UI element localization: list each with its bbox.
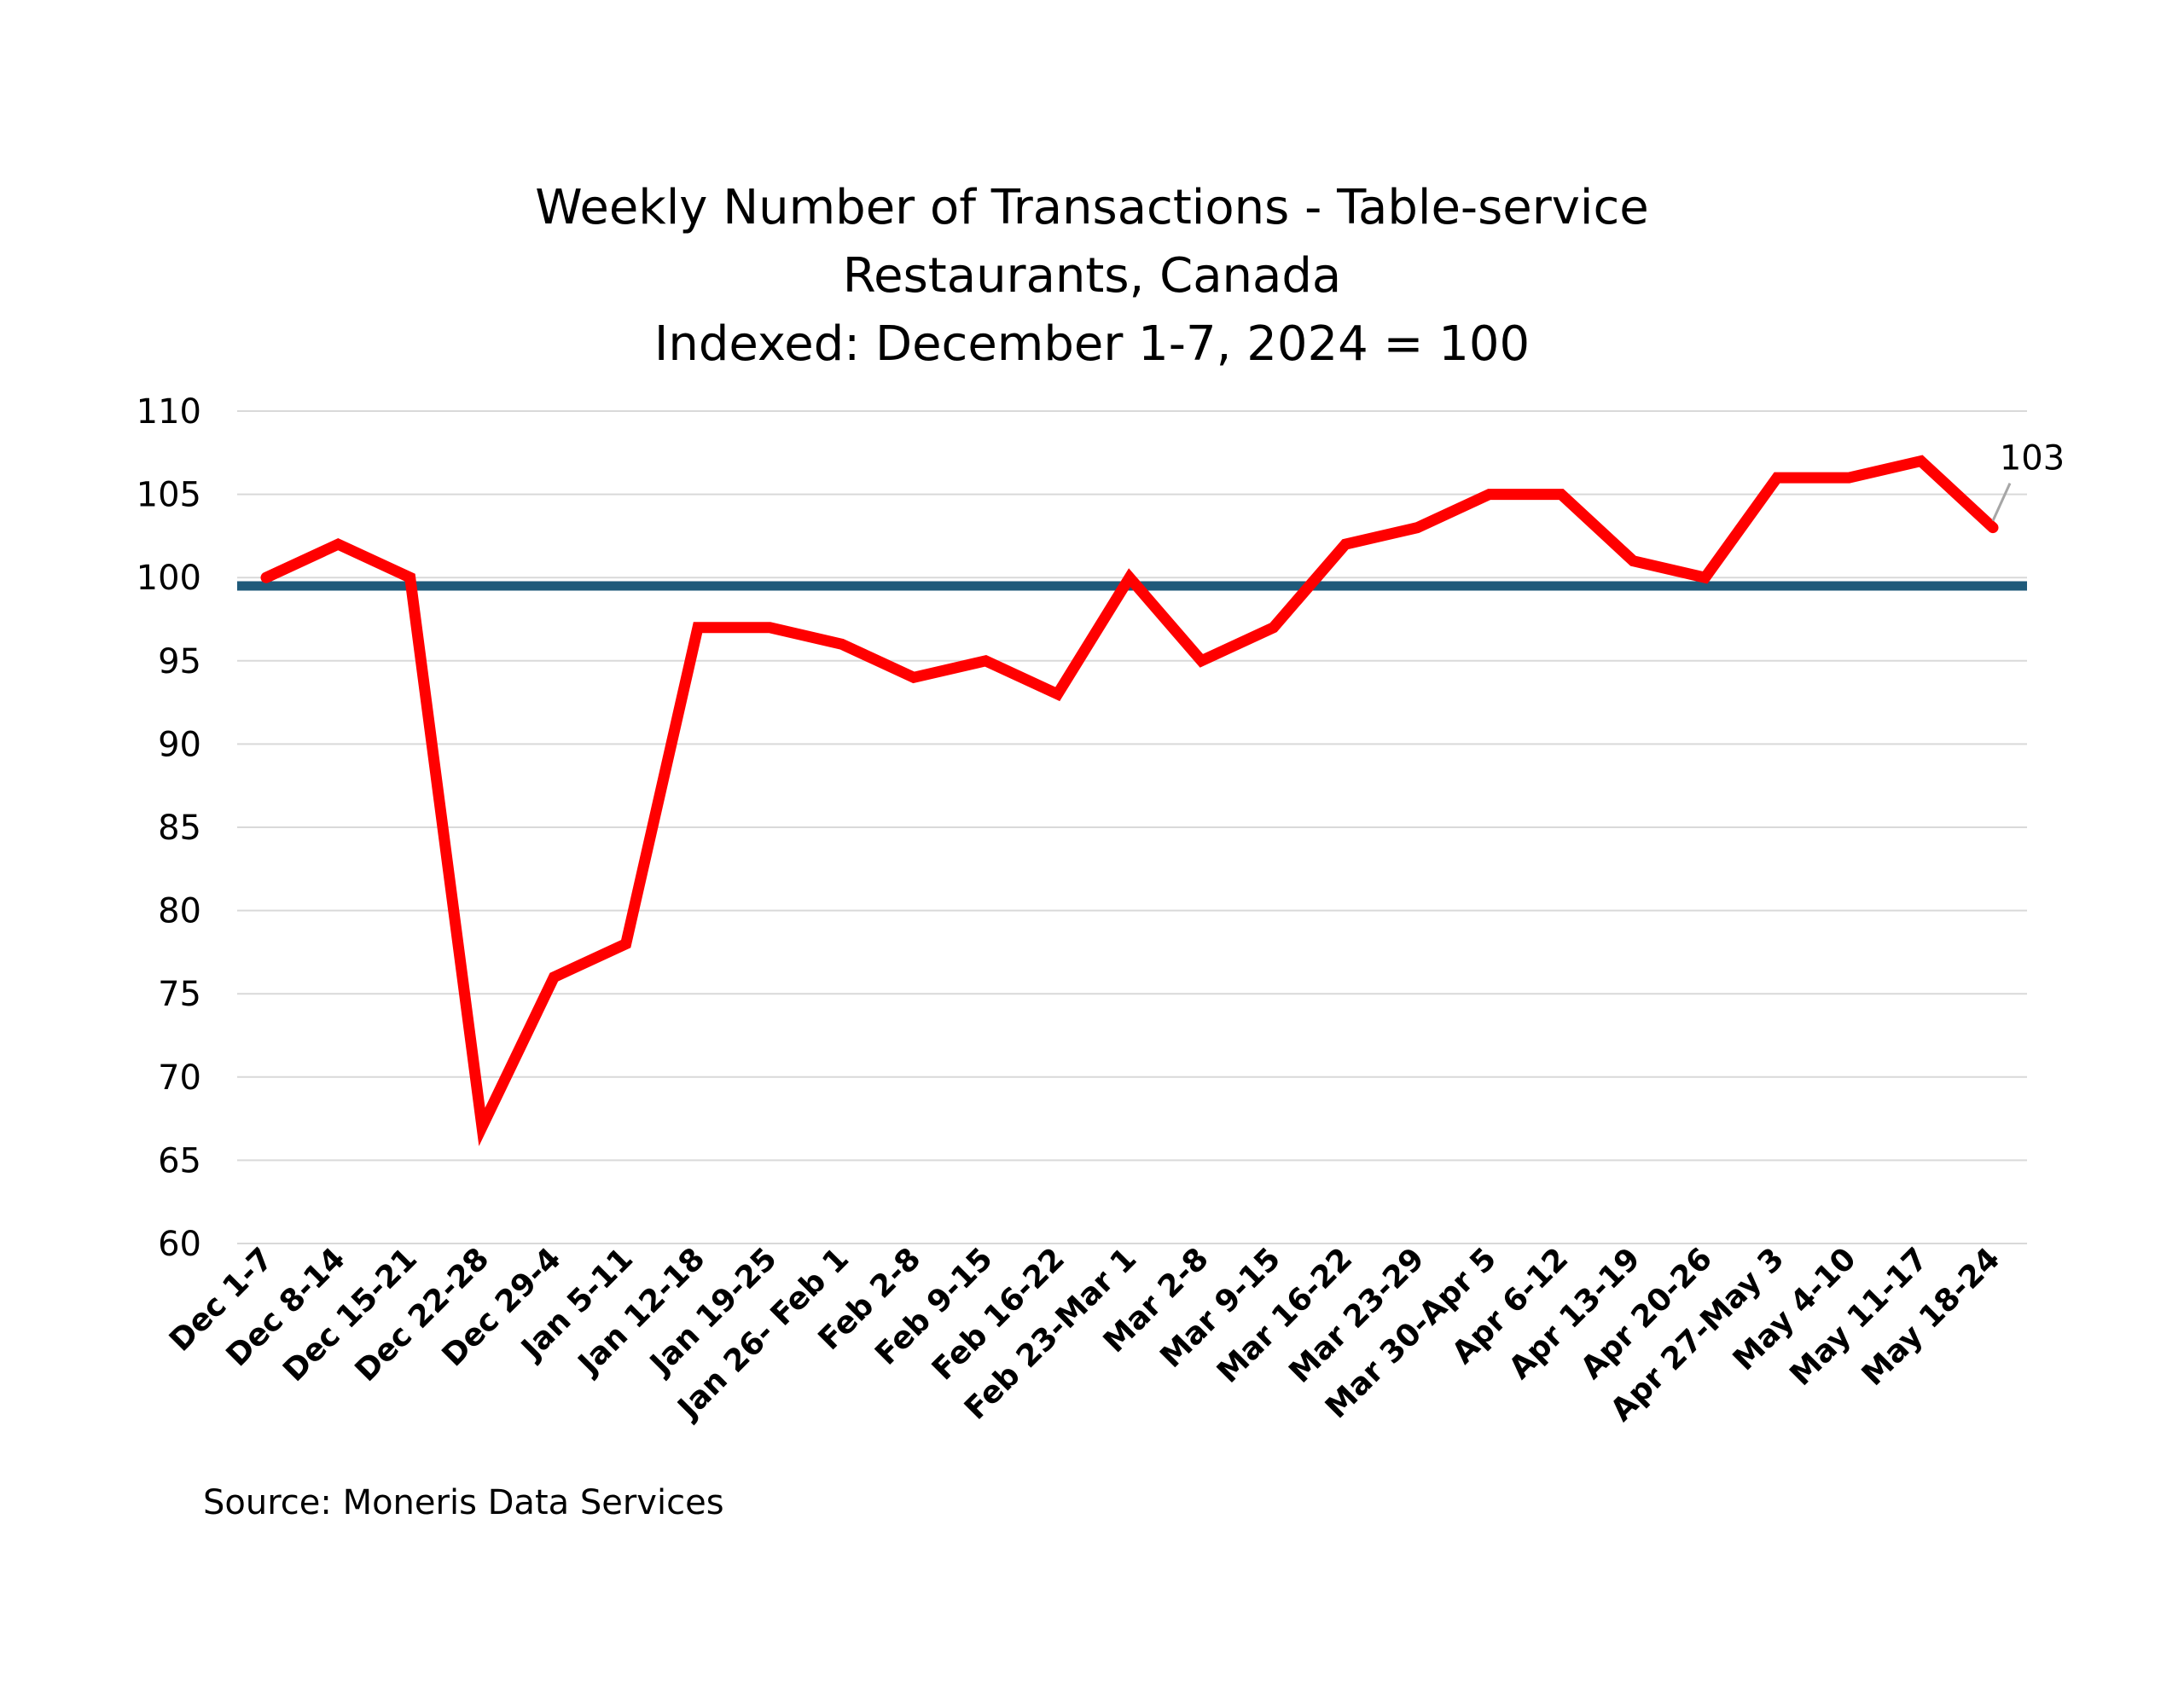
chart-title-line-3: Indexed: December 1-7, 2024 = 100 <box>654 316 1530 372</box>
y-tick-label: 75 <box>158 975 201 1014</box>
data-point <box>1126 574 1133 582</box>
y-tick-label: 100 <box>136 559 201 598</box>
y-tick-label: 80 <box>158 892 201 931</box>
annotation-leader-line <box>1991 483 2012 522</box>
data-point <box>406 574 414 582</box>
series-line <box>260 455 1999 1146</box>
data-point <box>1269 623 1277 631</box>
data-point <box>1342 541 1349 548</box>
data-point <box>622 940 630 948</box>
source-note: Source: Moneris Data Services <box>203 1483 724 1522</box>
y-tick-label: 65 <box>158 1141 201 1180</box>
data-point <box>694 623 701 631</box>
y-tick-label: 105 <box>136 476 201 515</box>
data-point <box>1701 574 1709 582</box>
data-point <box>1558 490 1565 498</box>
data-point <box>1198 657 1205 664</box>
y-axis-ticks: 60 65 70 75 80 85 90 95 100 105 110 <box>136 392 201 1264</box>
data-point <box>1485 490 1493 498</box>
data-point <box>910 674 917 681</box>
y-tick-label: 70 <box>158 1058 201 1098</box>
chart-title-line-1: Weekly Number of Transactions - Table-se… <box>535 180 1648 235</box>
y-tick-label: 85 <box>158 809 201 848</box>
data-point <box>982 657 990 664</box>
data-point <box>550 973 558 981</box>
gridlines <box>237 410 2027 1244</box>
data-point <box>1414 524 1421 531</box>
y-tick-label: 90 <box>158 725 201 764</box>
data-point <box>479 1123 485 1131</box>
data-point <box>1917 457 1925 465</box>
chart-title: Weekly Number of Transactions - Table-se… <box>535 180 1648 372</box>
data-point <box>1989 524 1996 531</box>
y-tick-label: 60 <box>158 1225 201 1264</box>
data-point <box>1054 690 1061 698</box>
data-point <box>1845 474 1853 482</box>
data-point <box>1774 474 1780 482</box>
data-point <box>334 541 342 548</box>
data-point <box>838 641 845 648</box>
y-tick-label: 95 <box>158 642 201 681</box>
annotation-label: 103 <box>2000 439 2065 478</box>
data-point <box>263 574 270 582</box>
data-point <box>766 623 774 631</box>
annotation: 103 <box>1991 439 2065 522</box>
data-point <box>1629 557 1637 565</box>
series <box>260 455 1999 1146</box>
y-tick-label: 110 <box>136 392 201 432</box>
chart-title-line-2: Restaurants, Canada <box>843 248 1341 304</box>
